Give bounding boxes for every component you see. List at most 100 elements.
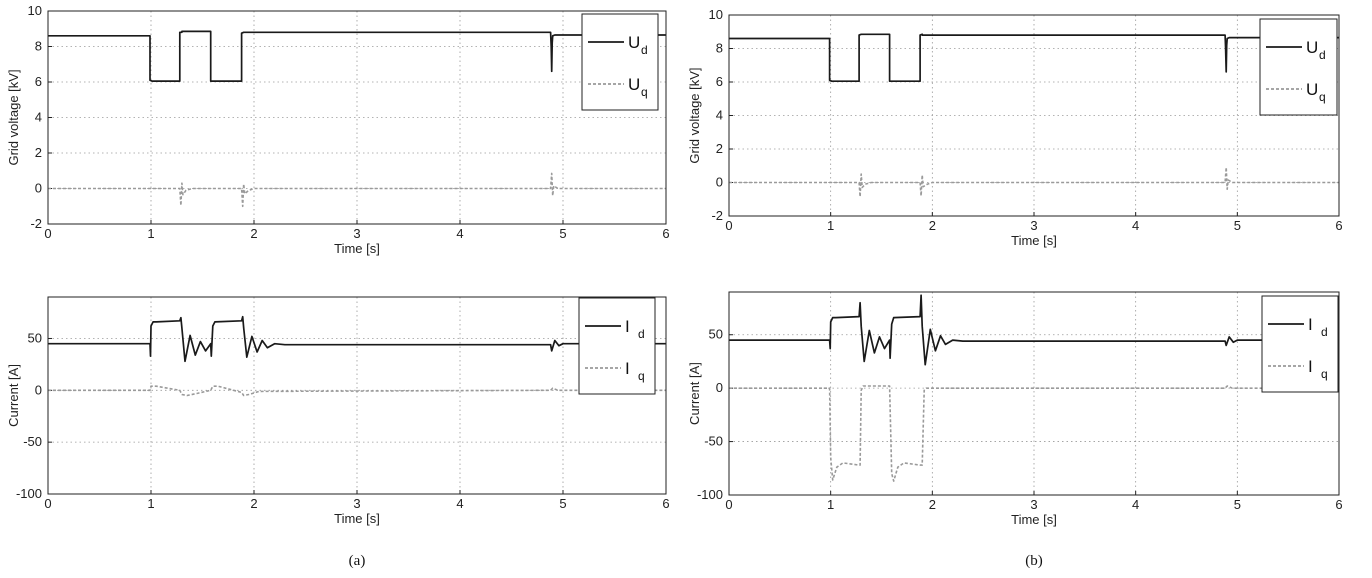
legend-label: I bbox=[625, 359, 630, 378]
x-tick-label: 0 bbox=[725, 497, 732, 512]
series-line-ud bbox=[729, 33, 1339, 83]
legend-label-subscript: q bbox=[638, 369, 645, 383]
x-tick-label: 1 bbox=[147, 496, 154, 511]
series-line-uq bbox=[48, 172, 666, 208]
y-tick-label: 4 bbox=[716, 108, 723, 123]
legend-label: I bbox=[1308, 357, 1313, 376]
y-tick-label: 0 bbox=[716, 175, 723, 190]
legend-box bbox=[1259, 18, 1338, 116]
y-tick-label: -100 bbox=[16, 486, 42, 501]
x-tick-label: 6 bbox=[662, 226, 669, 241]
legend-label: U bbox=[628, 75, 640, 94]
x-tick-label: 5 bbox=[1234, 497, 1241, 512]
y-tick-label: 2 bbox=[716, 141, 723, 156]
series-line-iq bbox=[729, 385, 1339, 482]
legend-box bbox=[581, 13, 659, 111]
legend-label-subscript: q bbox=[641, 85, 648, 99]
y-tick-label: 4 bbox=[35, 110, 42, 125]
plot-area bbox=[729, 292, 1339, 495]
legend-box bbox=[1261, 295, 1339, 393]
series-line-id bbox=[729, 294, 1339, 366]
x-tick-label: 1 bbox=[147, 226, 154, 241]
y-tick-label: 50 bbox=[28, 330, 42, 345]
series-line-id bbox=[48, 315, 666, 363]
legend-label: U bbox=[628, 33, 640, 52]
x-tick-label: 4 bbox=[456, 226, 463, 241]
x-tick-label: 5 bbox=[559, 496, 566, 511]
legend-label-subscript: q bbox=[1321, 367, 1328, 381]
legend-label: I bbox=[625, 317, 630, 336]
legend-label: U bbox=[1306, 80, 1318, 99]
y-tick-label: 6 bbox=[35, 74, 42, 89]
legend-label-subscript: d bbox=[641, 43, 648, 57]
plot-frame bbox=[728, 14, 1340, 217]
y-axis-label: Current [A] bbox=[687, 362, 702, 425]
x-tick-label: 5 bbox=[1234, 218, 1241, 233]
x-tick-label: 0 bbox=[725, 218, 732, 233]
x-tick-label: 2 bbox=[250, 226, 257, 241]
x-tick-label: 3 bbox=[1030, 497, 1037, 512]
x-tick-label: 2 bbox=[929, 497, 936, 512]
y-tick-label: 2 bbox=[35, 145, 42, 160]
plot-frame bbox=[47, 10, 667, 225]
x-tick-label: 6 bbox=[662, 496, 669, 511]
x-tick-label: 1 bbox=[827, 497, 834, 512]
legend-box bbox=[578, 297, 656, 395]
x-tick-label: 0 bbox=[44, 496, 51, 511]
y-axis-label: Grid voltage [kV] bbox=[6, 69, 21, 165]
x-tick-label: 6 bbox=[1335, 497, 1342, 512]
x-axis-label: Time [s] bbox=[334, 241, 380, 256]
plot-frame bbox=[47, 296, 667, 495]
y-tick-label: -2 bbox=[711, 208, 723, 223]
y-axis-label: Current [A] bbox=[6, 364, 21, 427]
legend-label-subscript: d bbox=[638, 327, 645, 341]
x-axis-label: Time [s] bbox=[1011, 233, 1057, 248]
y-tick-label: -100 bbox=[697, 487, 723, 502]
y-axis-label: Grid voltage [kV] bbox=[687, 67, 702, 163]
legend-label-subscript: d bbox=[1321, 325, 1328, 339]
y-tick-label: 0 bbox=[716, 380, 723, 395]
x-tick-label: 4 bbox=[1132, 218, 1139, 233]
x-tick-label: 0 bbox=[44, 226, 51, 241]
y-tick-label: 0 bbox=[35, 382, 42, 397]
caption-b: (b) bbox=[1025, 553, 1043, 569]
legend-label: I bbox=[1308, 315, 1313, 334]
x-tick-label: 6 bbox=[1335, 218, 1342, 233]
legend-label: U bbox=[1306, 38, 1318, 57]
y-tick-label: 8 bbox=[716, 41, 723, 56]
legend-label-subscript: d bbox=[1319, 48, 1326, 62]
series-line-ud bbox=[48, 30, 666, 82]
x-axis-label: Time [s] bbox=[1011, 512, 1057, 527]
y-tick-label: -2 bbox=[30, 216, 42, 231]
y-tick-label: 50 bbox=[709, 327, 723, 342]
plot-frame bbox=[728, 291, 1340, 496]
series-line-uq bbox=[729, 166, 1339, 198]
x-tick-label: 4 bbox=[456, 496, 463, 511]
legend-label-subscript: q bbox=[1319, 90, 1326, 104]
y-tick-label: 10 bbox=[709, 7, 723, 22]
y-tick-label: -50 bbox=[704, 434, 723, 449]
x-tick-label: 2 bbox=[929, 218, 936, 233]
y-tick-label: 0 bbox=[35, 181, 42, 196]
series-line-iq bbox=[48, 385, 666, 397]
x-axis-label: Time [s] bbox=[334, 511, 380, 526]
x-tick-label: 3 bbox=[1030, 218, 1037, 233]
x-tick-label: 4 bbox=[1132, 497, 1139, 512]
y-tick-label: 8 bbox=[35, 39, 42, 54]
y-tick-label: -50 bbox=[23, 434, 42, 449]
caption-a: (a) bbox=[349, 553, 366, 569]
x-tick-label: 3 bbox=[353, 226, 360, 241]
x-tick-label: 3 bbox=[353, 496, 360, 511]
x-tick-label: 1 bbox=[827, 218, 834, 233]
y-tick-label: 6 bbox=[716, 74, 723, 89]
x-tick-label: 5 bbox=[559, 226, 566, 241]
